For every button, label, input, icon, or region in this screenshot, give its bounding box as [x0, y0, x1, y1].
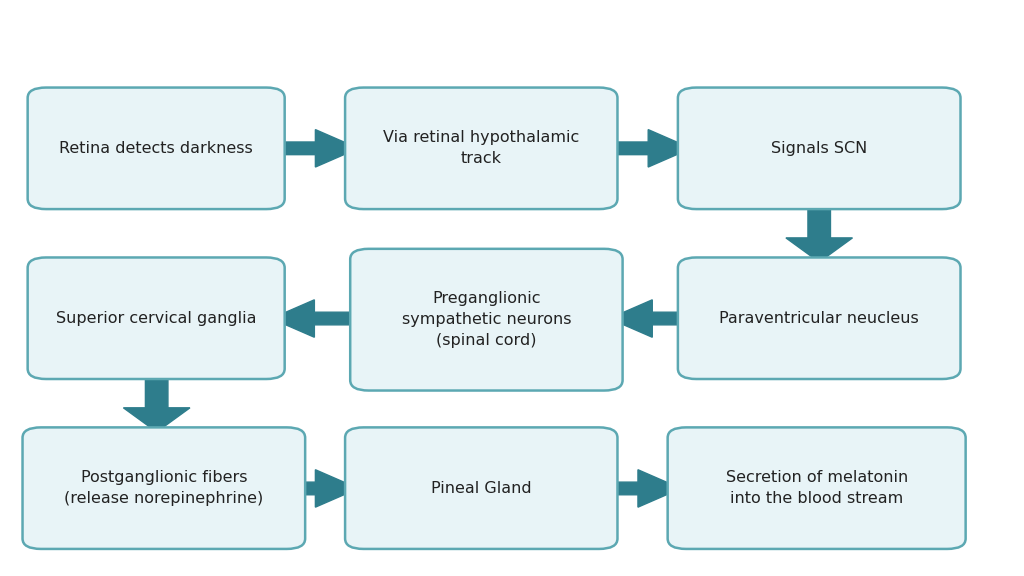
FancyArrow shape: [292, 470, 358, 507]
FancyBboxPatch shape: [350, 249, 623, 391]
FancyArrow shape: [609, 300, 691, 338]
FancyBboxPatch shape: [345, 88, 617, 209]
Text: Via retinal hypothalamic
track: Via retinal hypothalamic track: [383, 130, 580, 166]
FancyArrow shape: [271, 300, 364, 338]
Text: Retina detects darkness: Retina detects darkness: [59, 141, 253, 156]
FancyArrow shape: [123, 372, 190, 432]
FancyArrow shape: [786, 202, 852, 262]
FancyBboxPatch shape: [345, 427, 617, 549]
FancyBboxPatch shape: [678, 257, 961, 379]
Text: Secretion of melatonin
into the blood stream: Secretion of melatonin into the blood st…: [726, 470, 907, 506]
FancyBboxPatch shape: [28, 88, 285, 209]
Text: Superior cervical ganglia: Superior cervical ganglia: [56, 310, 256, 326]
FancyBboxPatch shape: [23, 427, 305, 549]
FancyBboxPatch shape: [678, 88, 961, 209]
FancyArrow shape: [604, 130, 691, 167]
Text: Postganglionic fibers
(release norepinephrine): Postganglionic fibers (release norepinep…: [65, 470, 263, 506]
Text: Pineal Gland: Pineal Gland: [431, 480, 531, 496]
FancyBboxPatch shape: [28, 257, 285, 379]
FancyArrow shape: [271, 130, 358, 167]
Text: Paraventricular neucleus: Paraventricular neucleus: [719, 310, 920, 326]
FancyArrow shape: [604, 470, 681, 507]
Text: Preganglionic
sympathetic neurons
(spinal cord): Preganglionic sympathetic neurons (spina…: [401, 291, 571, 348]
Text: Signals SCN: Signals SCN: [771, 141, 867, 156]
FancyBboxPatch shape: [668, 427, 966, 549]
